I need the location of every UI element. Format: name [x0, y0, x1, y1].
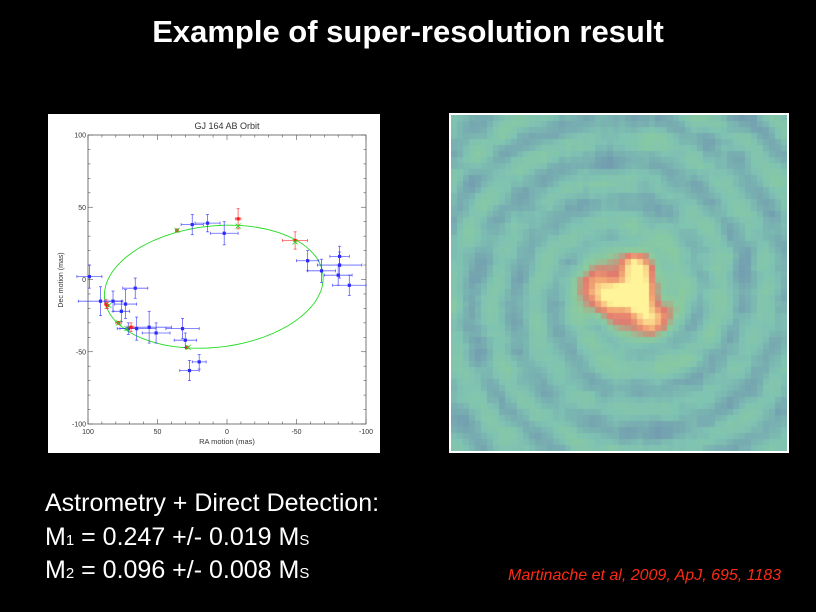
- model-x-marker: [292, 239, 298, 245]
- model_points-point: [185, 344, 191, 351]
- measured-point: [165, 318, 200, 340]
- x-tick-label: -50: [291, 429, 301, 436]
- m1-subscript: 1: [65, 532, 75, 549]
- point-marker: [205, 221, 210, 225]
- point-marker: [87, 275, 91, 279]
- y-tick-label: -100: [72, 422, 86, 429]
- measured-point: [141, 322, 171, 344]
- point-marker: [135, 327, 139, 331]
- point-marker: [190, 222, 194, 227]
- model_points-point: [174, 227, 180, 234]
- point-marker: [133, 286, 137, 290]
- slide-title: Example of super-resolution result: [152, 14, 664, 49]
- point-marker: [187, 368, 192, 373]
- model_points-point: [106, 302, 112, 309]
- citation: Martinache et al, 2009, ApJ, 695, 1183: [508, 567, 782, 584]
- measured-point: [307, 258, 336, 283]
- y-tick-label: 0: [82, 277, 86, 284]
- point-marker: [147, 325, 151, 329]
- m2-value: = 0.096 +/- 0.008 M: [74, 556, 300, 584]
- mass-1-line: M1 = 0.247 +/- 0.019 MS: [45, 523, 309, 552]
- point-marker: [111, 299, 115, 303]
- orbit-chart-svg: GJ 164 AB Orbit 100 50 0 -50 -100100500-50-1…: [58, 121, 373, 446]
- measured-point: [179, 360, 200, 382]
- x-tick-label: 0: [225, 429, 229, 436]
- point-marker: [98, 299, 103, 303]
- point-marker: [185, 345, 189, 350]
- point-marker: [236, 217, 240, 221]
- m2-label: M: [45, 556, 66, 584]
- point-marker: [154, 331, 158, 335]
- measured-point: [332, 274, 367, 296]
- m2-subscript: 2: [65, 565, 75, 582]
- reconstructed-image-canvas: [451, 115, 787, 451]
- y-tick-label: -50: [76, 349, 86, 356]
- y-tick-label: 50: [78, 205, 86, 212]
- y-tick-label: 100: [74, 133, 86, 140]
- x-axis-label: RA motion (mas): [199, 437, 255, 446]
- x-tick-label: 100: [82, 429, 94, 436]
- point-marker: [119, 309, 123, 313]
- model_points-point: [235, 223, 241, 229]
- x-tick-label: 50: [154, 429, 162, 436]
- point-marker: [293, 238, 297, 243]
- model_points-point: [292, 239, 298, 245]
- m1-value: = 0.247 +/- 0.019 M: [74, 523, 300, 551]
- model-x-marker: [106, 302, 112, 309]
- model-x-marker: [235, 223, 241, 229]
- measured-point: [191, 354, 207, 370]
- orbit-fit-curve: [103, 224, 324, 349]
- result-heading: Astrometry + Direct Detection:: [45, 489, 380, 517]
- mass-2-line: M2 = 0.096 +/- 0.008 MS: [45, 556, 309, 585]
- model-x-marker: [124, 325, 130, 332]
- model_points-point: [115, 320, 122, 326]
- measured-point: [194, 214, 221, 233]
- model_points-point: [124, 325, 130, 332]
- point-marker: [129, 325, 133, 329]
- chart-title: GJ 164 AB Orbit: [194, 121, 260, 131]
- aperture_masking-point: [282, 231, 309, 250]
- point-marker: [180, 327, 185, 331]
- point-marker: [123, 302, 128, 306]
- model-x-marker: [174, 227, 180, 234]
- point-marker: [105, 303, 110, 308]
- point-marker: [197, 360, 201, 364]
- orbit-fit-layer: [103, 224, 324, 349]
- point-marker: [306, 259, 310, 263]
- measured-point: [209, 221, 239, 246]
- point-marker: [183, 338, 187, 342]
- m1-label: M: [45, 523, 66, 551]
- measured-point: [296, 250, 320, 272]
- point-marker: [222, 231, 226, 235]
- point-marker: [319, 269, 324, 273]
- super-resolution-image: [449, 113, 789, 453]
- x-tick-label: -100: [359, 429, 373, 436]
- plot-frame: [87, 134, 367, 425]
- measured-point: [122, 277, 149, 299]
- point-marker: [347, 283, 351, 287]
- measured-point: [114, 289, 138, 319]
- orbit-chart: GJ 164 AB Orbit 100 50 0 -50 -100 100 50 0 -50 -1…: [48, 114, 380, 453]
- measured-point: [180, 214, 204, 236]
- measured-point: [173, 332, 197, 348]
- point-marker: [336, 273, 340, 277]
- model-x-marker: [185, 344, 191, 351]
- model-x-marker: [115, 320, 122, 326]
- y-axis-label: Dec motion (mas): [58, 252, 65, 307]
- data-marks: [76, 208, 367, 382]
- m2-unit-subscript: S: [299, 565, 310, 582]
- m1-unit-subscript: S: [299, 532, 310, 549]
- measured-point: [76, 264, 103, 289]
